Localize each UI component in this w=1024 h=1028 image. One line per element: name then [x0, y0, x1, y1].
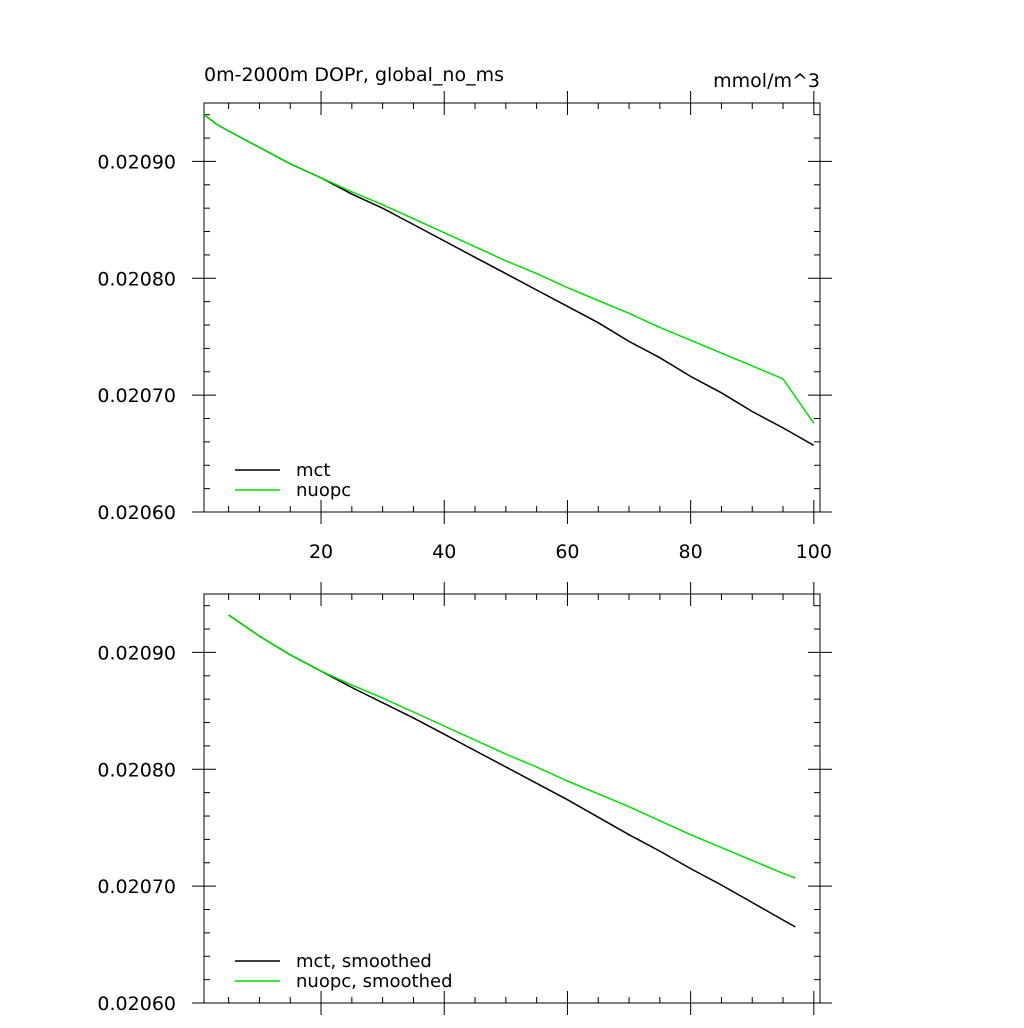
series-line	[203, 114, 815, 447]
plot-frame	[203, 593, 821, 1004]
legend-label: nuopc	[296, 480, 351, 501]
bottom-panel: 0.02060 0.02070 0.02080 0.02090 mct, smoothe…	[97, 582, 832, 1015]
y-tick-label: 0.02080	[97, 759, 176, 781]
legend-label: mct, smoothed	[296, 951, 432, 972]
y-tick-label: 0.02060	[97, 993, 176, 1015]
x-tick-label: 40	[432, 541, 456, 563]
y-tick-label: 0.02070	[97, 876, 176, 898]
x-tick-label: 60	[555, 541, 579, 563]
series-line	[228, 614, 796, 879]
y-tick-label: 0.02090	[97, 642, 176, 664]
y-tick-label: 0.02070	[97, 385, 176, 407]
top-panel: 20 40 60 80 100 0.02060 0.02070 0.02080 0.02090 m…	[97, 91, 832, 563]
x-tick-label: 100	[796, 541, 832, 563]
legend-label: nuopc, smoothed	[296, 971, 453, 992]
chart-units: mmol/m^3	[713, 70, 820, 92]
y-tick-label: 0.02060	[97, 502, 176, 524]
series-line	[228, 614, 796, 928]
y-tick-label: 0.02080	[97, 268, 176, 290]
y-tick-label: 0.02090	[97, 151, 176, 173]
series-line	[203, 114, 815, 424]
x-tick-label: 80	[679, 541, 703, 563]
x-tick-label: 20	[309, 541, 333, 563]
chart-title: 0m-2000m DOPr, global_no_ms	[204, 64, 504, 86]
legend-label: mct	[296, 460, 331, 481]
plot-frame	[203, 102, 821, 513]
